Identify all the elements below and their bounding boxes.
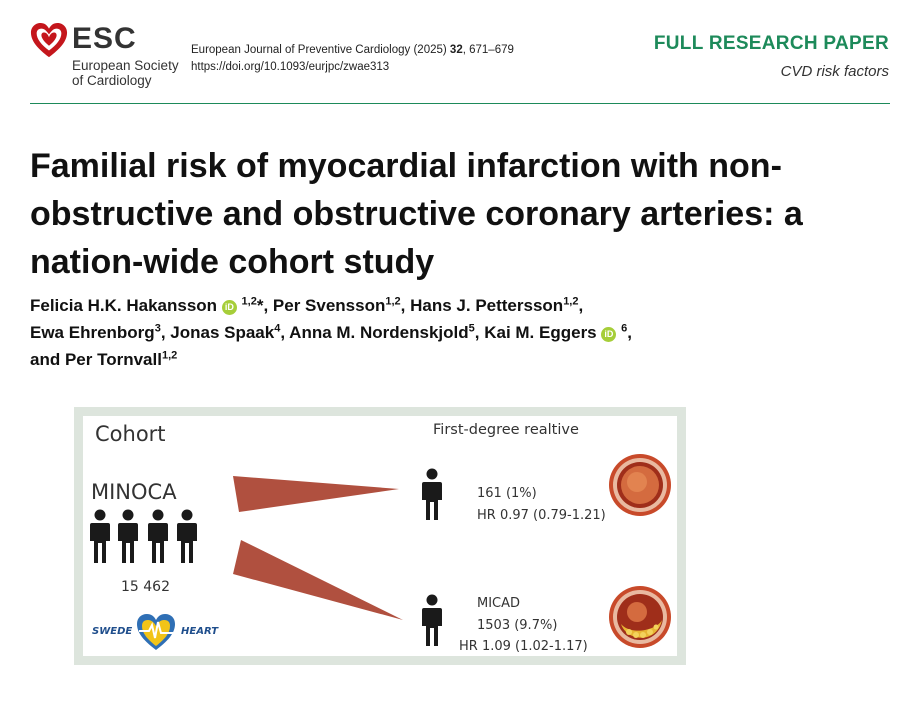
- author-list: Felicia H.K. Hakansson iD 1,2*, Per Sven…: [30, 295, 632, 369]
- author-name[interactable]: Felicia H.K. Hakansson: [30, 296, 218, 315]
- author-name[interactable]: Per Tornvall: [64, 350, 162, 369]
- author-affiliation: 4: [274, 322, 281, 335]
- orcid-icon[interactable]: iD: [601, 327, 617, 342]
- cohort-label: Cohort: [95, 422, 166, 446]
- swedeheart-left-text: SWEDE: [92, 626, 133, 637]
- relative-person-icon: [422, 468, 442, 520]
- author-affiliation: 3: [154, 322, 161, 335]
- relative-label: First-degree realtive: [433, 422, 579, 438]
- author-affiliation: 1,2: [385, 295, 401, 308]
- plaque-artery-icon: [609, 586, 671, 648]
- graphical-abstract: Cohort First-degree realtive MINOCA 15 4…: [74, 407, 686, 665]
- journal-info: European Journal of Preventive Cardiolog…: [191, 42, 514, 76]
- author-name[interactable]: Hans J. Pettersson: [410, 296, 564, 315]
- esc-logo: ESC European Society of Cardiology: [30, 20, 190, 90]
- row2-hazard-ratio: HR 1.09 (1.02-1.17): [459, 639, 588, 654]
- swedeheart-logo: SWEDE HEART: [89, 612, 229, 652]
- article-title: Familial risk of myocardial infarction w…: [30, 147, 803, 281]
- esc-logo-subtitle: European Society of Cardiology: [72, 58, 179, 88]
- upper-wedge-arrow: [233, 476, 399, 512]
- author-name[interactable]: Kai M. Eggers: [484, 323, 597, 342]
- row2-count: 1503 (9.7%): [477, 618, 558, 633]
- lower-wedge-arrow: [233, 540, 403, 620]
- row2-label: MICAD: [477, 596, 521, 611]
- cohort-people-icon: [90, 509, 197, 563]
- author-affiliation: 1,2: [241, 295, 257, 308]
- row1-count: 161 (1%): [477, 486, 537, 501]
- orcid-icon[interactable]: iD: [221, 300, 237, 315]
- esc-logo-sub-line1: European Society: [72, 58, 179, 73]
- swedeheart-heart-icon: [137, 614, 175, 650]
- doi-link[interactable]: https://doi.org/10.1093/eurjpc/zwae313: [191, 61, 390, 73]
- author-name[interactable]: Ewa Ehrenborg: [30, 323, 155, 342]
- author-affiliation: 1,2: [563, 295, 579, 308]
- author-affiliation: 5: [468, 322, 475, 335]
- paper-category: CVD risk factors: [780, 63, 889, 80]
- author-name[interactable]: Anna M. Nordenskjold: [289, 323, 469, 342]
- esc-logo-sub-line2: of Cardiology: [72, 73, 152, 88]
- row1-hazard-ratio: HR 0.97 (0.79-1.21): [477, 508, 606, 523]
- author-affiliation: 1,2: [161, 349, 178, 362]
- author-name[interactable]: Jonas Spaak: [170, 323, 275, 342]
- header-divider: [30, 103, 890, 104]
- normal-artery-icon: [609, 454, 671, 516]
- graphical-abstract-panel: Cohort First-degree realtive MINOCA 15 4…: [83, 416, 677, 656]
- cohort-count: 15 462: [121, 579, 170, 595]
- author-name[interactable]: Per Svensson: [272, 296, 386, 315]
- relative-person-icon: [422, 594, 442, 646]
- journal-citation: European Journal of Preventive Cardiolog…: [191, 44, 514, 56]
- esc-logo-name: ESC: [72, 22, 137, 55]
- swedeheart-right-text: HEART: [181, 626, 219, 637]
- author-affiliation: 6: [621, 322, 628, 335]
- paper-type: FULL RESEARCH PAPER: [653, 33, 889, 54]
- journal-volume: 32: [449, 44, 463, 56]
- corresponding-mark: *: [256, 296, 264, 315]
- esc-heart-icon: [30, 22, 68, 58]
- cohort-name: MINOCA: [91, 480, 177, 504]
